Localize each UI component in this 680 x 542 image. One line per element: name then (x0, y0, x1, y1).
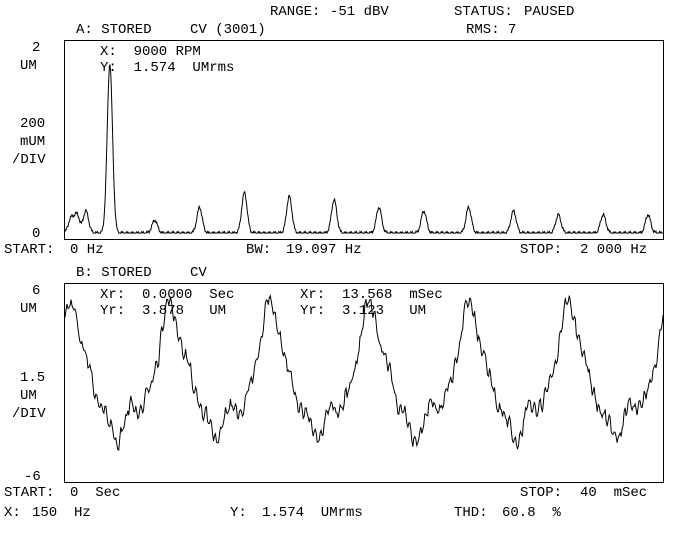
a-bw-label: BW: (246, 242, 271, 258)
channel-b-label: B: STORED (76, 265, 152, 281)
a-ydiv: /DIV (12, 152, 46, 168)
a-ybot: 0 (32, 226, 40, 242)
b-ydiv: /DIV (12, 406, 46, 422)
status-value: PAUSED (524, 4, 574, 20)
b-stop-val: 40 mSec (580, 485, 647, 501)
b-stop-label: STOP: (520, 485, 562, 501)
range-value: -51 dBV (330, 4, 389, 20)
a-bw-val: 19.097 Hz (286, 242, 362, 258)
rms-label: RMS: 7 (466, 22, 516, 38)
chart-a-frame (64, 40, 664, 240)
a-ymid: 200 (20, 116, 45, 132)
a-start-label: START: (4, 242, 54, 258)
b-ytop-u: UM (20, 301, 37, 317)
a-stop-val: 2 000 Hz (580, 242, 647, 258)
channel-a-label: A: STORED (76, 22, 152, 38)
b-ytop: 6 (32, 283, 40, 299)
b-start-label: START: (4, 485, 54, 501)
chart-a-plot (65, 41, 663, 239)
cv-label: CV (3001) (190, 22, 266, 38)
range-label: RANGE: (270, 4, 320, 20)
footer-y-val: 1.574 UMrms (262, 505, 363, 521)
footer-x-val: 150 Hz (32, 505, 91, 521)
chart-b-frame (64, 283, 664, 483)
b-ymid-u: UM (20, 388, 37, 404)
b-start-val: 0 Sec (70, 485, 120, 501)
a-start-val: 0 Hz (70, 242, 104, 258)
b-ybot: -6 (24, 469, 41, 485)
b-cv-label: CV (190, 265, 207, 281)
footer-x-label: X: (4, 505, 21, 521)
status-label: STATUS: (454, 4, 513, 20)
footer-y-label: Y: (230, 505, 247, 521)
a-ytop-u: UM (20, 58, 37, 74)
a-ytop: 2 (32, 40, 40, 56)
footer-thd-label: THD: (454, 505, 488, 521)
a-stop-label: STOP: (520, 242, 562, 258)
footer-thd-val: 60.8 % (502, 505, 561, 521)
chart-b-plot (65, 284, 663, 482)
b-ymid: 1.5 (20, 370, 45, 386)
a-ymid-u: mUM (20, 134, 45, 150)
